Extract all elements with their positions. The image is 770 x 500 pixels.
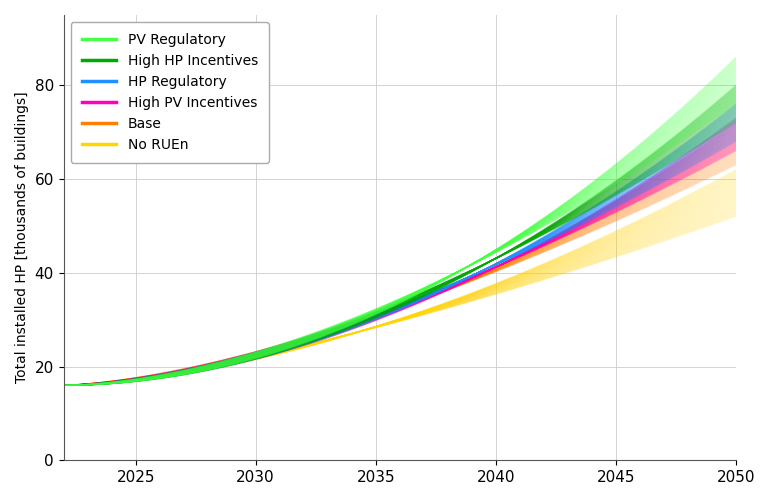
Legend: PV Regulatory, High HP Incentives, HP Regulatory, High PV Incentives, Base, No R: PV Regulatory, High HP Incentives, HP Re… [71,22,269,163]
Y-axis label: Total installed HP [thousands of buildings]: Total installed HP [thousands of buildin… [15,92,29,384]
